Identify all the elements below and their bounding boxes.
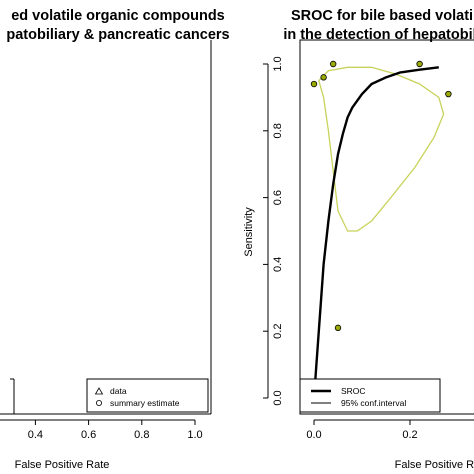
right-legend-box [299, 378, 441, 413]
study-point [445, 90, 452, 98]
left-x-tick-label: 1.0 [187, 429, 202, 441]
right-x-tick-label: 0.0 [306, 429, 321, 441]
right-legend-sroc-label: SROC [341, 386, 366, 396]
right-y-tick-label: 0.8 [272, 123, 284, 138]
study-point [416, 60, 423, 68]
right-legend: SROC 95% conf.interval [299, 378, 441, 413]
confidence-region [318, 66, 445, 232]
circle-icon [96, 399, 103, 406]
right-y-tick-label: 0.6 [272, 190, 284, 205]
left-x-tick-label: 0.8 [134, 429, 149, 441]
sroc-curve [312, 66, 439, 399]
right-plot-area [310, 60, 452, 399]
study-point [310, 80, 318, 88]
right-y-tick-label: 0.2 [272, 324, 284, 339]
study-point [334, 324, 342, 332]
right-x-tick-label: 0.2 [402, 429, 417, 441]
right-axes: 0.00.20.40.60.81.00.00.20.4 [263, 39, 474, 441]
left-panel: ed volatile organic compounds patobiliar… [0, 8, 230, 471]
left-legend: data summary estimate [86, 378, 209, 413]
study-point [330, 60, 337, 68]
left-title-line-1: ed volatile organic compounds [11, 8, 225, 24]
triangle-icon [94, 387, 104, 395]
right-legend-ci-label: 95% conf.interval [341, 398, 406, 408]
left-x-tick-label: 0.4 [28, 429, 43, 441]
right-panel: SROC for bile based volati in the detect… [243, 8, 474, 471]
right-y-tick-label: 0.4 [272, 257, 284, 272]
right-y-tick-label: 1.0 [272, 56, 284, 71]
left-legend-summary-label: summary estimate [110, 398, 180, 408]
right-y-axis-label: Sensitivity [243, 207, 255, 257]
left-title-line-2: patobiliary & pancreatic cancers [6, 27, 229, 43]
left-legend-data-label: data [110, 386, 127, 396]
right-title-line-2: in the detection of hepatobili [283, 27, 474, 43]
right-plot-frame [299, 39, 474, 415]
left-x-axis: 0.4 0.6 0.8 1.0 [0, 40, 212, 441]
left-x-axis-label: False Positive Rate [15, 459, 110, 471]
right-x-axis-label: False Positive Rate [395, 459, 474, 471]
left-x-tick-label: 0.6 [81, 429, 96, 441]
right-y-tick-label: 0.0 [272, 390, 284, 405]
study-point [320, 74, 327, 81]
right-title-line-1: SROC for bile based volati [291, 8, 473, 24]
left-legend-box [86, 378, 209, 413]
